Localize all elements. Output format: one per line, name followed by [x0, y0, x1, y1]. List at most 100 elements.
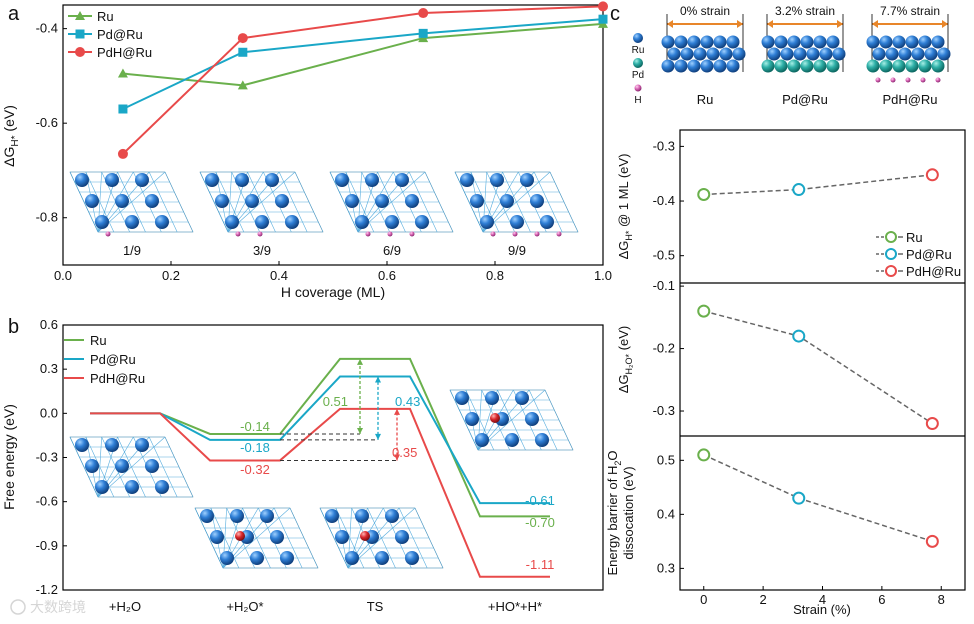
surface-model-h2o-adsorbed	[194, 507, 319, 569]
pd-atom	[826, 59, 840, 73]
ru-atom	[761, 35, 775, 49]
ru-atom	[105, 438, 119, 452]
ru-atom	[75, 173, 89, 187]
ru-atom	[155, 480, 169, 494]
atom-legend-swatch-ru	[633, 33, 643, 43]
strain-arrow-head	[737, 20, 743, 28]
mesh-line	[294, 171, 324, 233]
mesh-line	[414, 507, 444, 569]
strain-arrow-head	[667, 20, 673, 28]
ru-atom	[325, 509, 339, 523]
strain-model-3: 7.7% strain PdH@Ru	[866, 4, 951, 107]
ru-atom	[872, 47, 886, 61]
pd-atom	[761, 59, 775, 73]
ru-atom	[125, 215, 139, 229]
pd-atom	[892, 59, 906, 73]
ru-atom	[898, 47, 912, 61]
axes-b: 0.6 0.3 0.0 -0.3 -0.6 -0.9 -1.2 +H₂O +H₂O* TS +HO*…	[36, 317, 543, 614]
coverage-label: 9/9	[508, 243, 526, 258]
strain-label: 7.7% strain	[880, 4, 940, 18]
x-tick-label-a: 0.6	[378, 268, 396, 283]
barrier-arrow-head	[394, 454, 400, 461]
ru-atom	[275, 194, 289, 208]
energy-level-label: -0.14	[240, 419, 270, 434]
data-point-pdh-at-ru	[418, 8, 429, 19]
legend-label: PdH@Ru	[906, 264, 961, 279]
data-point-ru	[697, 448, 711, 462]
data-point-pd-at-ru	[598, 14, 608, 24]
ru-atom	[480, 215, 494, 229]
barrier-arrow-head	[357, 427, 363, 434]
axes-frame-c	[679, 129, 966, 591]
ru-atom	[535, 433, 549, 447]
ru-atom	[490, 173, 504, 187]
ru-atom	[674, 59, 688, 73]
y-tick-label-c: 0.4	[657, 506, 675, 521]
energy-path-pd-at-ru	[90, 375, 550, 505]
ru-atom	[415, 215, 429, 229]
ru-atom	[726, 35, 740, 49]
ru-atom	[335, 173, 349, 187]
x-category-label-b: +H₂O	[109, 599, 141, 614]
energy-level-label: -1.11	[526, 557, 555, 572]
ru-atom	[200, 509, 214, 523]
ru-atom	[405, 194, 419, 208]
ru-atom	[713, 59, 727, 73]
model-label: Pd@Ru	[782, 92, 828, 107]
ru-atom	[885, 47, 899, 61]
data-point-pd-at-ru	[792, 183, 806, 197]
ru-atom	[465, 412, 479, 426]
y-axis-label-c: ΔGH* @ 1 ML (eV)	[616, 154, 634, 260]
data-point-pd-at-ru	[418, 28, 428, 38]
series-line-pdh-at-ru	[122, 5, 604, 155]
ru-atom	[911, 47, 925, 61]
y-axis-label-part: ΔG	[616, 374, 631, 393]
data-point-pdh-at-ru	[117, 148, 128, 159]
ru-atom	[395, 530, 409, 544]
y-tick-label-c: -0.4	[653, 193, 675, 208]
ru-atom	[385, 215, 399, 229]
energy-level-label: -0.61	[525, 493, 555, 508]
barrier-value-label: 0.51	[323, 394, 348, 409]
ru-atom	[95, 480, 109, 494]
ru-atom	[255, 215, 269, 229]
ru-atom	[905, 35, 919, 49]
mesh-line	[357, 171, 426, 233]
x-tick-label-a: 0.4	[270, 268, 288, 283]
panel-letter-b: b	[8, 316, 19, 338]
y-tick-label-b: 0.6	[40, 317, 58, 332]
ru-atom	[793, 47, 807, 61]
data-point-pd-at-ru	[238, 47, 248, 57]
strain-arrow-head	[767, 20, 773, 28]
ru-atom	[345, 551, 359, 565]
legend-marker	[885, 265, 897, 277]
panel-c: c Ru Pd H 0% strain Ru 3.2% strain Pd@Ru 7.7% s…	[605, 3, 966, 617]
surface-model-ho-h	[449, 389, 574, 451]
ru-atom	[335, 530, 349, 544]
strain-label: 3.2% strain	[775, 4, 835, 18]
axes-a: 0.0 0.2 0.4 0.6 0.8 1.0 -0.4 -0.6 -0.8	[36, 21, 612, 283]
legend-marker	[885, 231, 897, 243]
pd-atom	[879, 59, 893, 73]
legend-label: Pd@Ru	[90, 352, 136, 367]
h-atom	[409, 231, 415, 237]
atom-legend-swatch-pd	[633, 58, 643, 68]
ru-atom	[125, 480, 139, 494]
h-atom	[890, 77, 896, 83]
data-point-pd-at-ru	[118, 104, 128, 114]
strain-subplot-2: -0.1 -0.2 -0.3 ΔGH₂O* (eV)	[616, 278, 939, 431]
ru-atom	[345, 194, 359, 208]
o-atom	[235, 531, 245, 541]
data-point-pdh-at-ru	[925, 168, 939, 182]
ru-atom	[918, 35, 932, 49]
strain-subplot-3: 0.5 0.4 0.3 Energy barrier of H2Odissocatio…	[605, 448, 939, 576]
pd-atom	[800, 59, 814, 73]
ru-atom	[826, 35, 840, 49]
x-tick-label-a: 0.8	[486, 268, 504, 283]
surface-model-3	[329, 171, 454, 237]
h-atom	[235, 231, 241, 237]
y-axis-label-c: Energy barrier of H2O	[605, 451, 623, 576]
ru-atom	[680, 47, 694, 61]
atom-legend-label: H	[634, 95, 641, 106]
legend-label: Ru	[97, 9, 114, 24]
